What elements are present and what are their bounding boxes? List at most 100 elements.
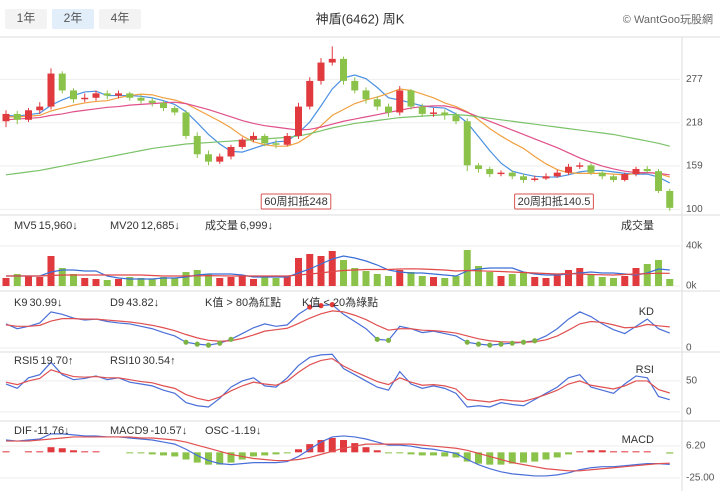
candle-body <box>430 112 437 114</box>
chart-title: 神盾(6462) 周K <box>316 11 405 26</box>
kd-dot <box>374 336 380 342</box>
candle-body <box>340 58 347 81</box>
candle-body <box>475 165 482 169</box>
indicator-line <box>5 304 670 346</box>
kd-dot <box>228 336 234 342</box>
volume-bar <box>621 276 629 286</box>
kd-dot <box>205 342 212 348</box>
volume-bar <box>598 277 606 286</box>
y-tick-label: -25.00 <box>686 473 715 484</box>
y-tick-label: 0k <box>686 281 698 292</box>
candle-body <box>362 90 370 100</box>
macd-line <box>6 436 670 472</box>
osc-bar <box>2 451 10 453</box>
candle-body <box>137 97 145 101</box>
candle-body <box>295 106 302 136</box>
osc-bar <box>351 443 359 453</box>
volume-bar <box>565 270 572 286</box>
tab-label[interactable]: 1年 <box>17 11 36 25</box>
volume-bar <box>452 276 460 286</box>
volume-bar <box>610 278 617 286</box>
panel-label: KD <box>639 306 654 318</box>
candle-body <box>396 90 404 113</box>
candle-body <box>148 100 156 103</box>
tab-label[interactable]: 2年 <box>64 11 83 25</box>
indicator-line <box>5 310 670 343</box>
candle-body <box>126 93 134 98</box>
volume-bar <box>497 276 505 286</box>
osc-bar <box>643 451 651 453</box>
volume-bar <box>576 268 584 286</box>
osc-bar <box>621 451 629 453</box>
osc-bar <box>160 452 167 456</box>
y-tick-label: 218 <box>686 117 703 128</box>
tab-label[interactable]: 4年 <box>111 11 130 25</box>
volume-bar <box>148 279 156 286</box>
candle-body <box>385 106 392 113</box>
moving-average-line <box>5 101 670 176</box>
legend-value: -11.76↓ <box>34 425 70 437</box>
moving-average-line <box>6 88 670 178</box>
tab-button[interactable] <box>52 9 94 29</box>
osc-bar <box>508 452 516 464</box>
candle-body <box>587 165 595 173</box>
candle-body <box>351 80 359 91</box>
kd-dot <box>183 339 189 345</box>
osc-bar <box>92 451 100 453</box>
candle-body <box>160 102 167 109</box>
legend-value: 6,999↓ <box>240 220 273 232</box>
volume-bar <box>373 274 381 286</box>
candle-body <box>655 171 662 191</box>
osc-bar <box>205 452 212 465</box>
kd-dot <box>509 340 515 346</box>
y-tick-label: 40k <box>686 241 703 252</box>
candle-body <box>306 80 314 107</box>
kd-dot <box>307 304 313 310</box>
osc-bar <box>362 447 370 453</box>
volume-bar <box>137 278 145 286</box>
volume-bar <box>171 278 179 286</box>
osc-bar <box>576 451 584 453</box>
candle-body <box>598 172 606 177</box>
legend-name: MACD9 <box>110 425 149 437</box>
osc-bar <box>317 440 325 453</box>
tab-button[interactable] <box>99 9 141 29</box>
volume-bar <box>306 254 314 286</box>
legend-name: K9 <box>14 297 27 309</box>
osc-bar <box>306 444 314 453</box>
kd-dot <box>217 340 223 346</box>
osc-bar <box>430 452 437 456</box>
candle-body <box>2 113 10 122</box>
candle-body <box>92 93 100 98</box>
osc-bar <box>227 452 235 463</box>
volume-bar <box>463 250 471 286</box>
tab-button[interactable] <box>5 9 47 29</box>
osc-bar <box>441 452 449 457</box>
volume-bar <box>317 256 325 286</box>
volume-average-line <box>6 268 670 277</box>
osc-bar <box>531 452 539 462</box>
candle-body <box>643 168 651 172</box>
legend-value: 30.99↓ <box>29 297 62 309</box>
volume-bar <box>58 268 66 286</box>
kd-dot <box>487 342 493 348</box>
candle-body <box>25 110 32 120</box>
volume-bar <box>216 278 224 286</box>
osc-bar <box>385 452 392 454</box>
volume-bar <box>193 270 201 286</box>
legend-name: DIF <box>14 425 32 437</box>
osc-bar <box>171 452 179 457</box>
volume-bar <box>283 276 291 286</box>
volume-bar <box>115 279 122 286</box>
osc-bar <box>36 451 44 453</box>
osc-bar <box>295 449 302 453</box>
volume-bar <box>36 277 44 286</box>
legend-name: MV20 <box>110 220 139 232</box>
osc-bar <box>70 450 77 453</box>
volume-bar <box>47 256 55 286</box>
volume-bar <box>328 251 336 286</box>
candle-body <box>632 168 640 175</box>
volume-bar <box>486 272 494 286</box>
osc-bar <box>182 452 190 460</box>
volume-bar <box>25 276 32 286</box>
